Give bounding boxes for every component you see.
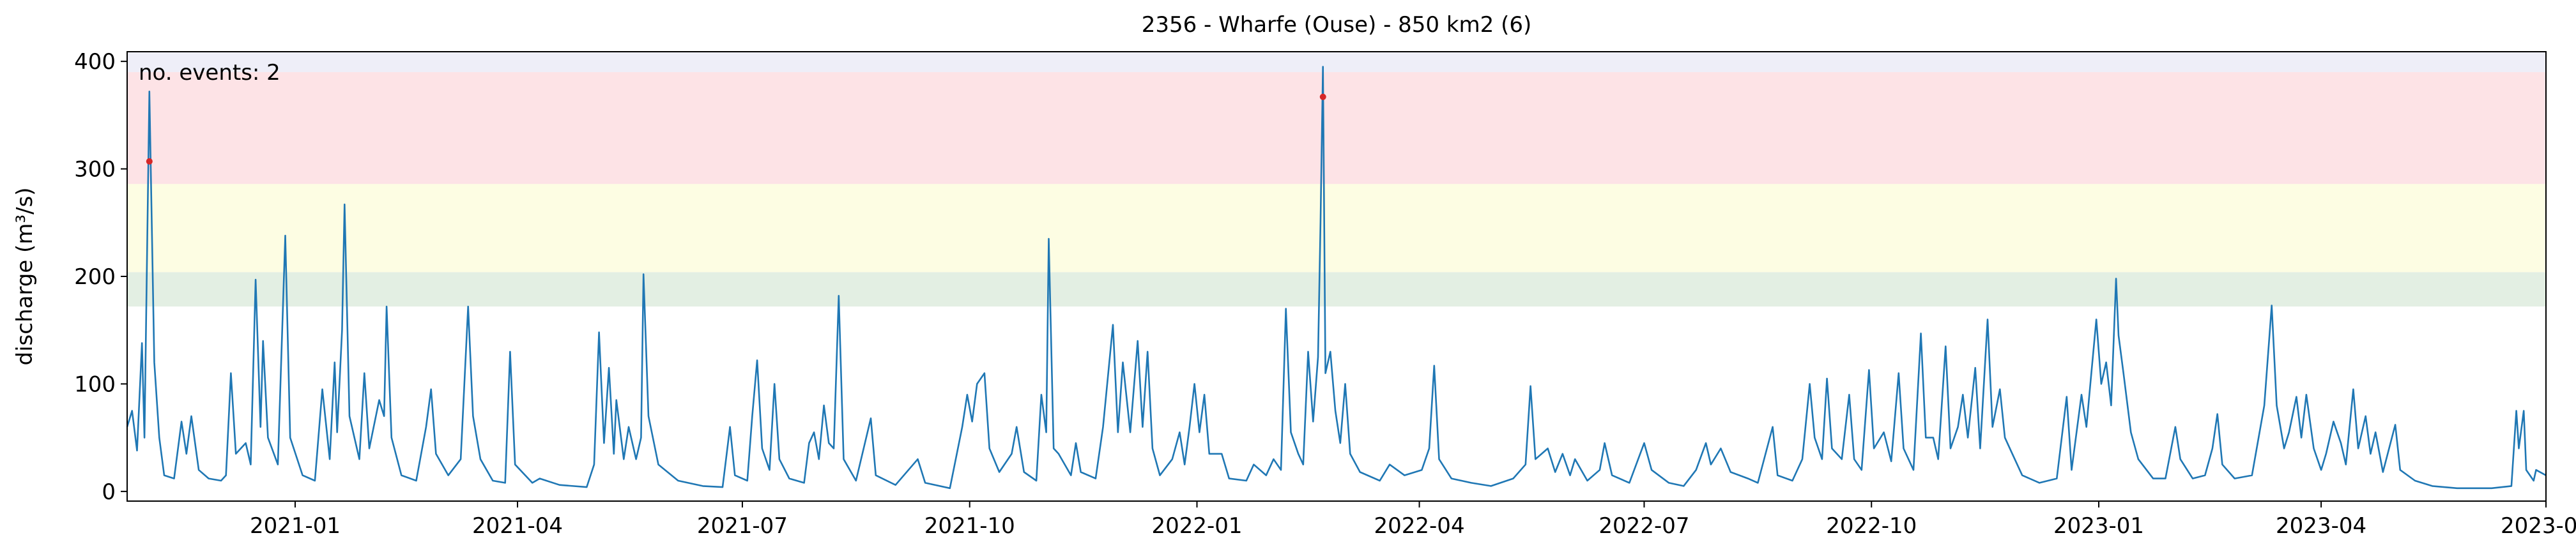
y-tick-label: 0 bbox=[102, 479, 116, 505]
x-tick-label: 2022-07 bbox=[1598, 513, 1689, 539]
series-line bbox=[126, 66, 2547, 490]
threshold-band bbox=[127, 72, 2546, 184]
threshold-band bbox=[127, 184, 2546, 273]
y-tick-label: 300 bbox=[74, 157, 116, 183]
y-tick-label: 100 bbox=[74, 372, 116, 397]
y-tick-label: 200 bbox=[74, 264, 116, 290]
event-count: no. events: 2 bbox=[139, 60, 280, 86]
threshold-band bbox=[127, 272, 2546, 307]
x-tick-label: 2022-04 bbox=[1374, 513, 1465, 539]
event-marker bbox=[146, 158, 153, 165]
x-tick-label: 2022-10 bbox=[1826, 513, 1917, 539]
y-tick-label: 400 bbox=[74, 49, 116, 75]
chart-title: 2356 - Wharfe (Ouse) - 850 km2 (6) bbox=[1142, 12, 1532, 38]
x-tick-label: 2021-01 bbox=[250, 513, 341, 539]
plot-frame bbox=[126, 51, 2547, 502]
x-tick-label: 2023-01 bbox=[2053, 513, 2144, 539]
x-tick-label: 2021-10 bbox=[924, 513, 1015, 539]
x-tick-label: 2023-07 bbox=[2501, 513, 2576, 539]
x-tick-label: 2022-01 bbox=[1151, 513, 1242, 539]
x-tick-label: 2023-04 bbox=[2276, 513, 2366, 539]
x-tick-label: 2021-07 bbox=[697, 513, 788, 539]
y-axis-label: discharge (m³/s) bbox=[12, 188, 38, 366]
event-marker bbox=[1319, 93, 1326, 100]
x-tick-label: 2021-04 bbox=[472, 513, 563, 539]
threshold-band bbox=[127, 52, 2546, 72]
